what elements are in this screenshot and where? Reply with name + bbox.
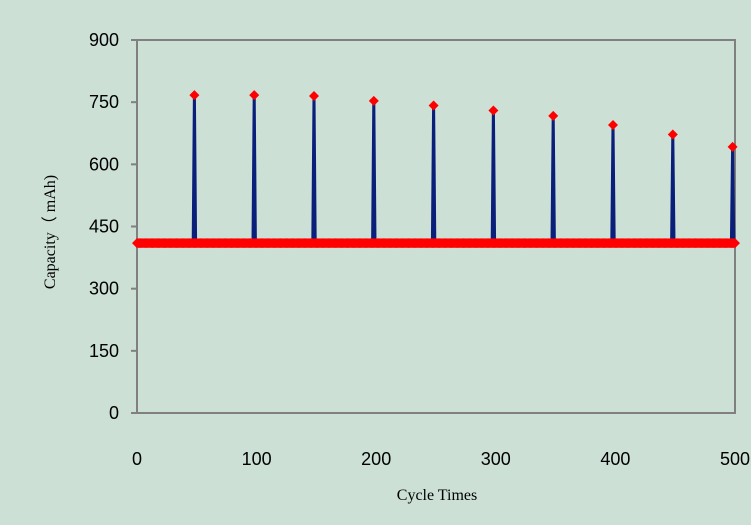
y-tick-label: 750 [89, 92, 119, 112]
y-tick-label: 450 [89, 217, 119, 237]
peak-marker [428, 100, 439, 111]
x-tick-label: 500 [720, 449, 750, 469]
x-tick-label: 100 [242, 449, 272, 469]
peak-marker [189, 90, 200, 101]
y-tick-label: 900 [89, 30, 119, 50]
y-axis-title: Capacity（ mAh) [41, 175, 59, 289]
x-tick-label: 400 [600, 449, 630, 469]
x-tick-label: 300 [481, 449, 511, 469]
y-tick-label: 0 [109, 403, 119, 423]
peak-marker [727, 141, 738, 152]
x-axis-title: Cycle Times [397, 487, 477, 504]
y-tick-label: 150 [89, 341, 119, 361]
tick-layer: 0 150 300 450 600 750 900 0 100 200 300 400 500 [89, 30, 750, 469]
peak-marker [309, 90, 320, 101]
peak-marker [368, 95, 379, 106]
x-tick-label: 200 [361, 449, 391, 469]
peak-marker [249, 90, 260, 101]
marker-layer [132, 90, 740, 249]
baseline-marker [730, 238, 740, 249]
peak-marker [548, 110, 559, 121]
x-tick-label: 0 [132, 449, 142, 469]
peak-marker [667, 129, 678, 140]
peak-marker [488, 105, 499, 116]
peak-marker [608, 119, 619, 130]
y-tick-label: 600 [89, 154, 119, 174]
y-tick-label: 300 [89, 279, 119, 299]
